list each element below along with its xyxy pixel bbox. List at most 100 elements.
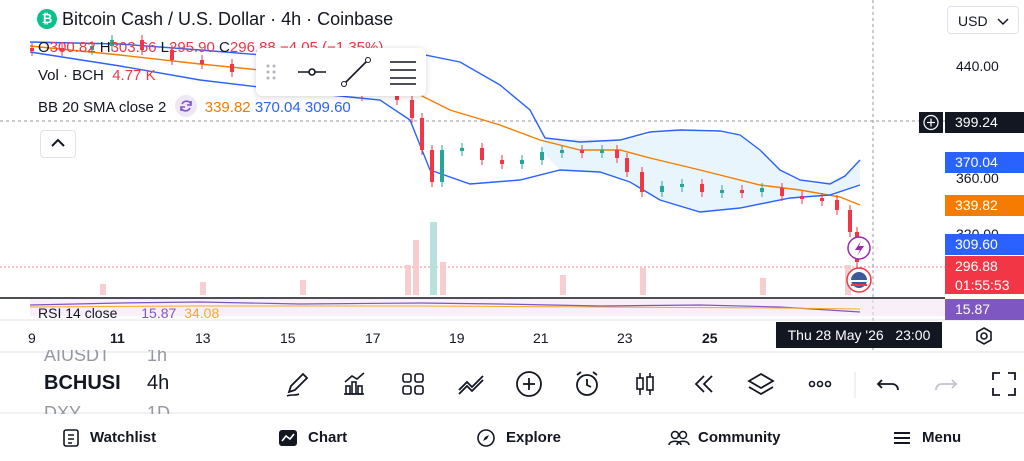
- price-tick: 440.00: [956, 58, 999, 74]
- candle-body: [848, 210, 852, 232]
- settings-icon[interactable]: [973, 325, 995, 347]
- add-alert-plus-icon[interactable]: [919, 112, 943, 133]
- candle-body: [820, 198, 824, 201]
- candle-body: [420, 118, 424, 150]
- time-tick: 25: [702, 330, 718, 346]
- symbol-above-timeframe[interactable]: 1h: [147, 350, 168, 364]
- candle-body: [90, 46, 94, 50]
- rsi-line: [29, 301, 861, 313]
- line-style-icon: [390, 61, 416, 85]
- menu-icon: [894, 432, 910, 444]
- bitcoin-cash-logo-icon: ₿: [37, 9, 57, 29]
- time-tick: 15: [280, 330, 296, 346]
- candle-body: [520, 160, 524, 164]
- symbol-title[interactable]: Bitcoin Cash / U.S. Dollar · 4h · Coinba…: [62, 9, 394, 29]
- rsi-price-label: 15.87: [945, 299, 1024, 320]
- price-tick: 360.00: [956, 170, 999, 186]
- crosshair-date-label: Thu 28 May '26 23:00: [776, 322, 942, 348]
- bb-legend[interactable]: BB 20 SMA close 2 339.82 370.04 309.60: [38, 95, 351, 119]
- candle-body: [580, 150, 584, 153]
- nav-chart[interactable]: Chart: [278, 428, 347, 450]
- current-timeframe[interactable]: 4h: [147, 372, 170, 394]
- time-tick: 9: [28, 330, 36, 346]
- layers-icon[interactable]: [745, 368, 777, 400]
- candle-body: [720, 190, 724, 193]
- bb-basis-price-label: 339.82: [945, 195, 1024, 216]
- collapse-legend-button[interactable]: [40, 130, 76, 158]
- candles-icon[interactable]: [629, 368, 661, 400]
- candle-body: [600, 150, 604, 153]
- candle-body: [800, 196, 804, 199]
- alarm-icon[interactable]: [571, 368, 603, 400]
- candle-body: [440, 150, 444, 182]
- candle-body: [835, 200, 839, 210]
- watchlist-icon: [63, 429, 79, 447]
- more-icon[interactable]: [804, 368, 836, 400]
- symbol-above[interactable]: AIUSDT: [44, 350, 111, 364]
- candle-body: [430, 150, 434, 182]
- candle-body: [540, 152, 544, 160]
- replay-icon[interactable]: [687, 368, 719, 400]
- candle-body: [170, 50, 174, 60]
- undo-icon[interactable]: [872, 368, 904, 400]
- candle-body: [660, 186, 664, 192]
- candle-body: [410, 100, 414, 118]
- grid-icon[interactable]: [397, 368, 429, 400]
- trend-line-icon: [341, 57, 371, 87]
- candle-body: [395, 96, 399, 100]
- chevron-down-icon: [997, 18, 1009, 26]
- candle-body: [460, 148, 464, 151]
- nav-menu[interactable]: Menu: [892, 428, 961, 450]
- drawing-toolbar: [256, 48, 426, 96]
- candle-body: [640, 172, 644, 192]
- drag-handle-icon: [266, 64, 276, 80]
- indicators-icon[interactable]: [338, 368, 370, 400]
- crosshair-price-label: 399.24: [945, 112, 1024, 133]
- horizontal-ray-icon: [298, 68, 326, 76]
- candle-body: [780, 188, 784, 196]
- last-price-label: 296.88 01:55:53: [945, 256, 1024, 294]
- symbol-below-timeframe[interactable]: 1D: [147, 403, 171, 414]
- symbol-below[interactable]: DXY: [44, 403, 82, 414]
- time-tick: 19: [449, 330, 465, 346]
- compass-icon: [477, 429, 495, 447]
- candle-body: [60, 48, 64, 51]
- bb-upper-price-label: 370.04: [945, 152, 1024, 173]
- candle-body: [760, 188, 764, 192]
- candle-body: [740, 190, 744, 193]
- candle-body: [230, 64, 234, 72]
- loop-icon[interactable]: [174, 95, 197, 117]
- time-tick: 21: [533, 330, 549, 346]
- currency-select[interactable]: USD: [947, 6, 1019, 34]
- rsi-band: [30, 298, 945, 316]
- volume-bars: [100, 222, 851, 295]
- fullscreen-icon[interactable]: [988, 368, 1020, 400]
- rsi-legend[interactable]: RSI 14 close 15.87 34.08: [38, 305, 220, 321]
- candle-body: [700, 184, 704, 192]
- chart-icon: [279, 430, 297, 446]
- current-symbol[interactable]: BCHUSI: [44, 372, 121, 394]
- nav-community[interactable]: Community: [668, 428, 781, 450]
- time-tick: 17: [365, 330, 381, 346]
- candle-body: [560, 150, 564, 153]
- chart-type-icon[interactable]: [455, 368, 487, 400]
- candle-body: [110, 40, 114, 46]
- add-icon[interactable]: [513, 368, 545, 400]
- candle-body: [680, 184, 684, 187]
- candle-body: [30, 48, 34, 51]
- community-icon: [668, 430, 690, 446]
- nav-watchlist[interactable]: Watchlist: [62, 428, 156, 450]
- candle-body: [140, 40, 144, 50]
- bb-lower-price-label: 309.60: [945, 234, 1024, 255]
- pencil-icon[interactable]: [281, 368, 313, 400]
- redo-icon[interactable]: [930, 368, 962, 400]
- candle-body: [615, 150, 619, 158]
- volume-legend[interactable]: Vol · BCH 4.77 K: [38, 67, 156, 84]
- candle-body: [200, 60, 204, 64]
- candle-body: [500, 160, 504, 164]
- time-tick: 23: [617, 330, 633, 346]
- candle-body: [625, 158, 629, 172]
- time-tick: 11: [110, 330, 125, 346]
- nav-explore[interactable]: Explore: [476, 428, 561, 450]
